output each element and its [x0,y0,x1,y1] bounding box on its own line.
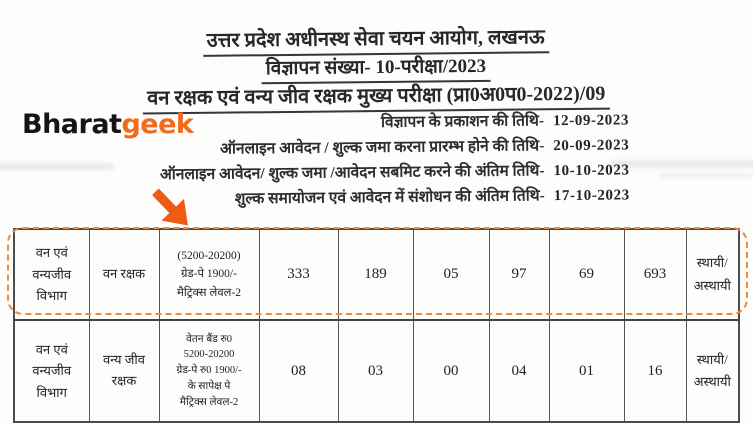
total-cell: 16 [623,319,687,423]
date-value: 20-09-2023 [553,137,630,155]
table-row-van-rakshak: वन एवं वन्यजीव विभाग वन रक्षक (5200-2020… [13,228,740,321]
brand-part-black: Bharat [22,109,122,140]
count-cell: 333 [258,228,339,321]
vacancy-table: वन एवं वन्यजीव विभाग वन रक्षक (5200-2020… [13,228,740,423]
date-label: विज्ञापन के प्रकाशन की तिथि- [380,112,545,131]
table-row-vanya-jeev-rakshak: वन एवं वन्यजीव विभाग वन्य जीव रक्षक वेतन… [13,319,740,423]
count-cell: 69 [548,228,625,321]
down-right-arrow-icon [146,184,198,234]
date-value: 12-09-2023 [552,112,630,130]
tenure-cell: स्थायी/ अस्थायी [685,228,740,321]
brand-part-orange: geek [121,109,194,140]
notice-header: उत्तर प्रदेश अधीनस्थ सेवा चयन आयोग, लखनऊ… [0,0,752,208]
tenure-cell: स्थायी/ अस्थायी [685,319,740,423]
scan-smudge [0,163,114,170]
count-cell: 189 [337,228,414,321]
scan-smudge [660,173,753,178]
pay-scale-cell: वेतन बैंड रु0 5200-20200 ग्रेड-पे रु0 19… [158,319,260,423]
count-cell: 00 [412,319,490,423]
department-cell: वन एवं वन्यजीव विभाग [13,319,90,423]
date-list: विज्ञापन के प्रकाशन की तिथि- 12-09-2023 … [159,107,630,212]
post-cell: वन रक्षक [88,228,160,321]
count-cell: 97 [488,228,550,321]
count-cell: 05 [412,228,490,321]
date-label: शुल्क समायोजन एवं आवेदन में संशोधन की अं… [234,187,545,208]
count-cell: 01 [548,319,625,423]
correction-date-row: शुल्क समायोजन एवं आवेदन में संशोधन की अं… [160,182,630,212]
date-label: ऑनलाइन आवेदन / शुल्क जमा करना प्रारम्भ ह… [220,137,545,158]
date-value: 17-10-2023 [553,187,630,205]
count-cell: 03 [337,319,414,423]
bharatgeek-logo: Bharatgeek [22,109,194,140]
pay-scale-cell: (5200-20200) ग्रेड-पे 1900/- मैट्रिक्स ल… [158,228,260,321]
department-cell: वन एवं वन्यजीव विभाग [13,228,90,321]
date-value: 10-10-2023 [553,162,630,180]
scan-smudge [610,160,753,168]
count-cell: 08 [258,319,339,423]
date-label: ऑनलाइन आवेदन/ शुल्क जमा /आवेदन सबमिट करन… [159,162,545,184]
total-cell: 693 [623,228,687,321]
count-cell: 04 [488,319,550,423]
post-cell: वन्य जीव रक्षक [88,319,160,423]
